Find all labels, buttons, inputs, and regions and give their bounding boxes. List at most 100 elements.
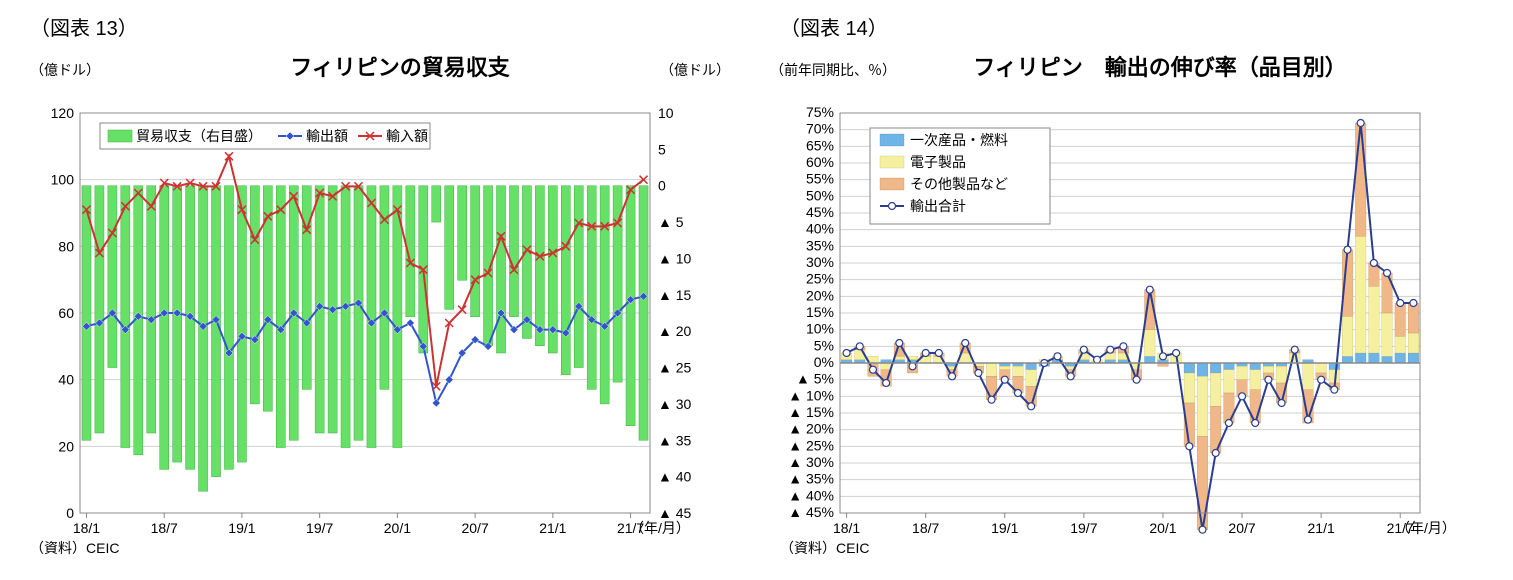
- svg-text:19/7: 19/7: [306, 520, 333, 536]
- svg-text:貿易収支（右目盛）: 貿易収支（右目盛）: [136, 128, 262, 144]
- svg-text:▲ 15%: ▲ 15%: [788, 404, 834, 420]
- elec-bar: [1303, 363, 1314, 390]
- svg-text:▲ 25: ▲ 25: [658, 360, 692, 376]
- svg-text:▲ 15: ▲ 15: [658, 287, 692, 303]
- svg-text:55%: 55%: [806, 171, 834, 187]
- elec-bar: [1369, 286, 1380, 353]
- svg-text:10%: 10%: [806, 321, 834, 337]
- svg-text:0: 0: [66, 505, 74, 521]
- primary-bar: [1250, 363, 1261, 370]
- svg-text:輸入額: 輸入額: [386, 128, 428, 144]
- elec-bar: [1184, 373, 1195, 403]
- trade-balance-bar: [121, 186, 130, 448]
- svg-text:20/1: 20/1: [384, 520, 411, 536]
- svg-text:20%: 20%: [806, 287, 834, 303]
- trade-balance-bar: [237, 186, 246, 462]
- trade-balance-bar: [600, 186, 609, 404]
- elec-bar: [1408, 333, 1419, 353]
- trade-balance-bar: [95, 186, 104, 433]
- fig13-legend: 貿易収支（右目盛）輸出額輸入額: [100, 123, 430, 149]
- primary-bar: [1342, 356, 1353, 363]
- svg-text:100: 100: [51, 172, 75, 188]
- elec-bar: [1224, 370, 1235, 393]
- chart14-panel: （図表 14） （前年同期比、％） フィリピン 輸出の伸び率（品目別） 75%7…: [760, 10, 1500, 563]
- svg-text:20/7: 20/7: [461, 520, 488, 536]
- x-axis-label: （年/月）: [1396, 520, 1456, 536]
- svg-text:▲ 20: ▲ 20: [658, 323, 692, 339]
- elec-bar: [1026, 370, 1037, 387]
- elec-bar: [1237, 366, 1248, 379]
- svg-text:5%: 5%: [814, 337, 834, 353]
- fig13-source: （資料）CEIC: [30, 540, 119, 556]
- exports-line: [86, 296, 643, 403]
- svg-text:60%: 60%: [806, 154, 834, 170]
- svg-text:輸出合計: 輸出合計: [910, 198, 966, 214]
- svg-text:▲ 10%: ▲ 10%: [788, 387, 834, 403]
- primary-bar: [1408, 353, 1419, 363]
- svg-text:▲ 20%: ▲ 20%: [788, 421, 834, 437]
- svg-text:50%: 50%: [806, 187, 834, 203]
- trade-balance-bar: [445, 186, 454, 310]
- elec-bar: [1276, 366, 1287, 383]
- other-bar: [1355, 123, 1366, 236]
- svg-text:15%: 15%: [806, 304, 834, 320]
- svg-text:▲ 45%: ▲ 45%: [788, 504, 834, 520]
- trade-balance-bar: [276, 186, 285, 448]
- trade-balance-bar: [147, 186, 156, 433]
- elec-bar: [1263, 366, 1274, 373]
- trade-balance-bar: [211, 186, 220, 477]
- svg-text:60: 60: [58, 305, 74, 321]
- chart13-panel: （図表 13） （億ドル） フィリピンの貿易収支 （億ドル） 020406080…: [10, 10, 750, 563]
- elec-bar: [1382, 313, 1393, 356]
- primary-bar: [1145, 356, 1156, 363]
- svg-text:20/1: 20/1: [1149, 520, 1176, 536]
- trade-balance-bar: [458, 186, 467, 281]
- fig14-legend: 一次産品・燃料電子製品その他製品など輸出合計: [870, 128, 1050, 224]
- svg-text:35%: 35%: [806, 237, 834, 253]
- fig14-title: フィリピン 輸出の伸び率（品目別）: [960, 50, 1360, 82]
- svg-text:▲ 35: ▲ 35: [658, 432, 692, 448]
- svg-text:18/7: 18/7: [151, 520, 178, 536]
- primary-bar: [1210, 363, 1221, 373]
- svg-text:その他製品など: その他製品など: [910, 176, 1008, 192]
- trade-balance-bar: [173, 186, 182, 462]
- trade-balance-bar: [354, 186, 363, 441]
- fig13-svg: 0204060801001201050▲ 5▲ 10▲ 15▲ 20▲ 25▲ …: [10, 43, 750, 563]
- svg-text:0%: 0%: [814, 354, 834, 370]
- fig14-yleft-unit: （前年同期比、％）: [770, 60, 896, 80]
- fig13-title: フィリピンの貿易収支: [200, 50, 600, 82]
- svg-text:19/7: 19/7: [1070, 520, 1097, 536]
- fig13-label: （図表 13）: [30, 12, 750, 41]
- elec-bar: [1342, 316, 1353, 356]
- svg-text:20/7: 20/7: [1228, 520, 1255, 536]
- svg-text:19/1: 19/1: [228, 520, 255, 536]
- svg-text:電子製品: 電子製品: [910, 154, 966, 170]
- svg-text:75%: 75%: [806, 104, 834, 120]
- primary-bar: [1369, 353, 1380, 363]
- svg-text:18/1: 18/1: [73, 520, 100, 536]
- trade-balance-bar: [224, 186, 233, 470]
- svg-text:20: 20: [58, 438, 74, 454]
- svg-text:18/7: 18/7: [912, 520, 939, 536]
- primary-bar: [1184, 363, 1195, 373]
- svg-text:65%: 65%: [806, 137, 834, 153]
- svg-text:一次産品・燃料: 一次産品・燃料: [910, 132, 1008, 148]
- svg-text:45%: 45%: [806, 204, 834, 220]
- elec-bar: [1145, 330, 1156, 357]
- other-bar: [1395, 303, 1406, 336]
- svg-text:30%: 30%: [806, 254, 834, 270]
- svg-text:40: 40: [58, 372, 74, 388]
- svg-text:10: 10: [658, 105, 674, 121]
- trade-balance-bar: [496, 186, 505, 353]
- fig14-svg: 75%70%65%60%55%50%45%40%35%30%25%20%15%1…: [760, 43, 1500, 563]
- svg-text:▲ 25%: ▲ 25%: [788, 437, 834, 453]
- svg-text:▲ 30: ▲ 30: [658, 396, 692, 412]
- trade-balance-bar: [250, 186, 259, 404]
- svg-text:21/1: 21/1: [1308, 520, 1335, 536]
- trade-balance-bar: [341, 186, 350, 448]
- other-bar: [1250, 390, 1261, 423]
- elec-bar: [1105, 353, 1116, 360]
- primary-bar: [1224, 363, 1235, 370]
- fig14-source: （資料）CEIC: [780, 540, 869, 556]
- elec-bar: [1250, 370, 1261, 390]
